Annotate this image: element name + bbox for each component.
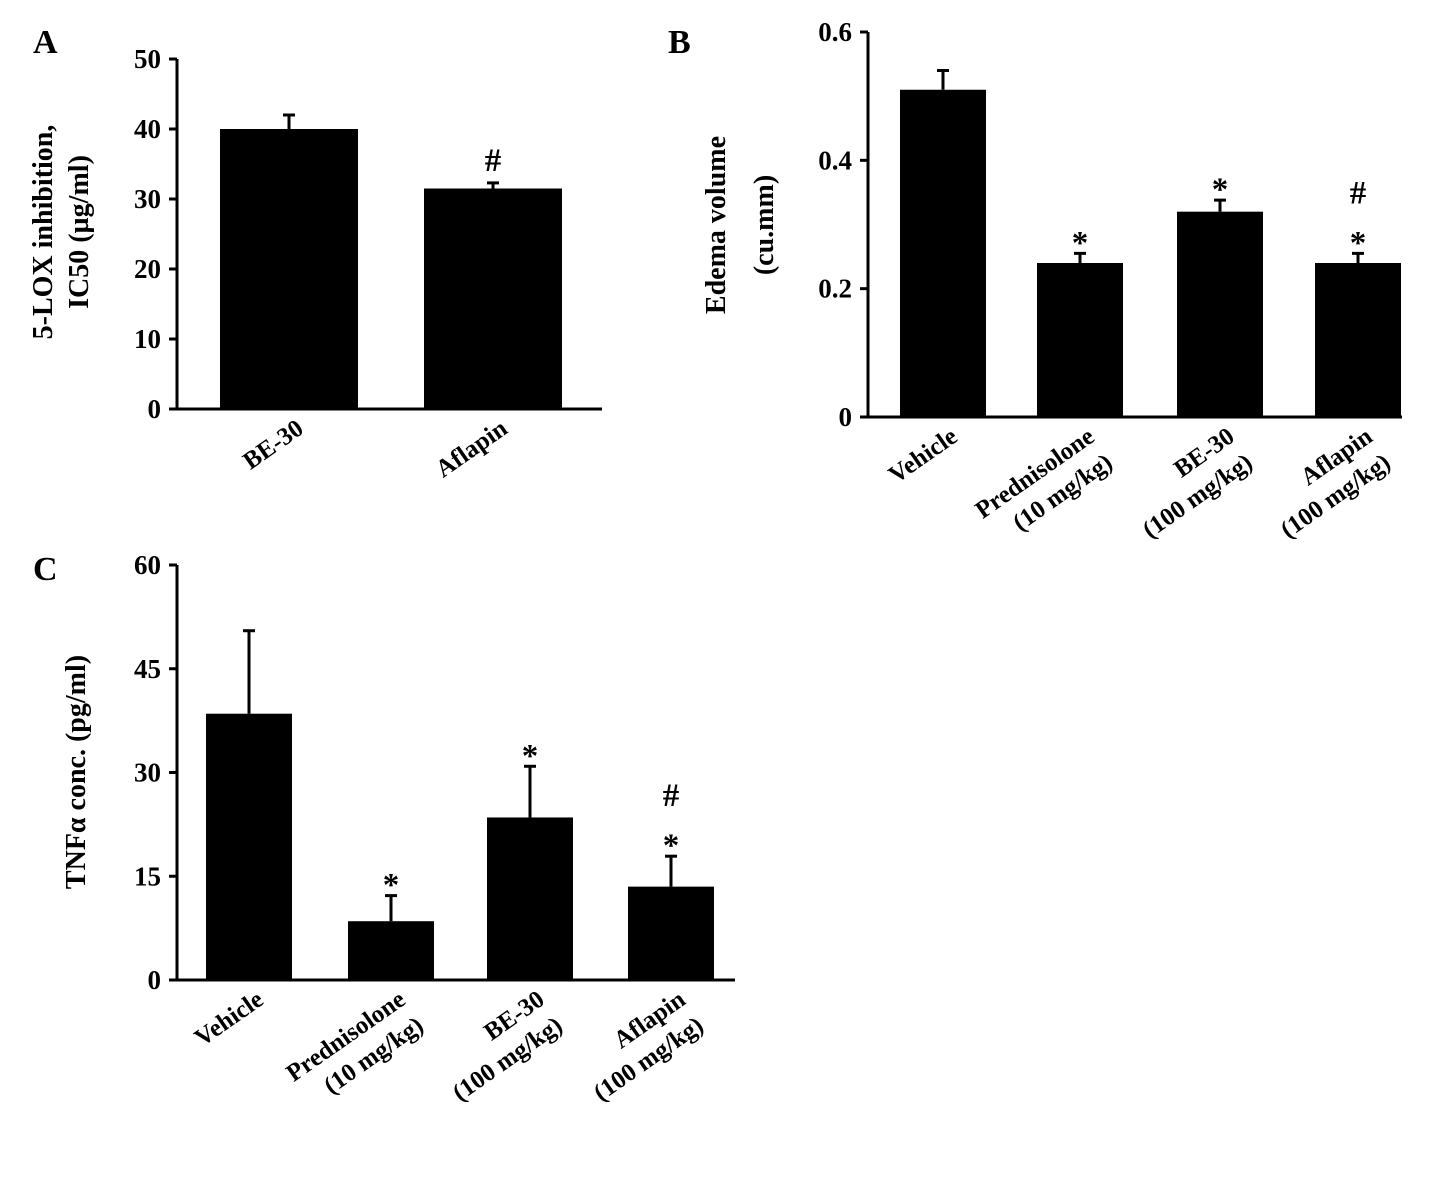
significance-hash: #: [485, 143, 502, 179]
y-tick-label: 20: [134, 254, 161, 284]
y-tick-label: 60: [134, 550, 161, 580]
bar-be-30: [220, 129, 358, 409]
bar-aflapin-100-mg-kg-: [628, 887, 714, 980]
y-axis-title: 5-LOX inhibition,: [28, 125, 59, 340]
y-tick-label: 10: [134, 324, 161, 354]
figure: A 5-LOX inhibition, IC50 (µg/ml) #0 10 20 30 40…: [0, 0, 1452, 1182]
significance-asterisk: *: [1350, 225, 1367, 261]
x-category-label: Vehicle: [190, 986, 268, 1052]
y-axis-title: Edema volume: [701, 136, 732, 314]
y-tick-label: 0.4: [818, 145, 852, 175]
panel-letter: C: [33, 551, 58, 588]
panel-b: B Edema volume (cu.mm) * * * #0 0.2 0.4 0.6 Vehicl…: [668, 17, 1402, 544]
significance-hash: #: [1350, 175, 1367, 211]
significance-hash: #: [663, 778, 680, 814]
bar-be-30-100-mg-kg-: [487, 817, 573, 980]
y-tick-label: 0.6: [818, 17, 852, 47]
bar-prednisolone-10-mg-kg-: [348, 921, 434, 980]
y-axis-title: (cu.mm): [749, 175, 780, 275]
significance-asterisk: *: [663, 828, 680, 864]
bar-aflapin: [424, 189, 562, 410]
significance-asterisk: *: [1212, 172, 1229, 208]
y-tick-label: 45: [134, 654, 161, 684]
bar-be-30-100-mg-kg-: [1177, 212, 1263, 417]
y-tick-label: 15: [134, 861, 161, 891]
significance-asterisk: *: [383, 868, 400, 904]
bar-aflapin-100-mg-kg-: [1315, 263, 1401, 417]
panel-letter: B: [668, 24, 691, 61]
y-tick-label: 30: [134, 758, 161, 788]
x-category-label: BE-30: [238, 415, 308, 475]
y-tick-label: 0.2: [818, 274, 852, 304]
y-tick-label: 0: [148, 394, 162, 424]
y-axis-title: IC50 (µg/ml): [64, 155, 95, 309]
bar-vehicle: [900, 90, 986, 417]
y-axis-title: TNFα conc. (pg/ml): [61, 655, 92, 889]
y-tick-label: 0: [148, 965, 162, 995]
significance-asterisk: *: [522, 738, 539, 774]
bar-vehicle: [206, 714, 292, 980]
significance-asterisk: *: [1072, 225, 1089, 261]
y-tick-label: 50: [134, 44, 161, 74]
x-category-label: Aflapin: [431, 415, 513, 483]
y-tick-label: 40: [134, 114, 161, 144]
x-category-label: Vehicle: [884, 423, 962, 489]
panel-letter: A: [33, 24, 58, 61]
y-tick-label: 0: [839, 402, 853, 432]
panel-a: A 5-LOX inhibition, IC50 (µg/ml) #0 10 20 30 40…: [28, 24, 602, 483]
y-tick-label: 30: [134, 184, 161, 214]
bar-prednisolone-10-mg-kg-: [1037, 263, 1123, 417]
